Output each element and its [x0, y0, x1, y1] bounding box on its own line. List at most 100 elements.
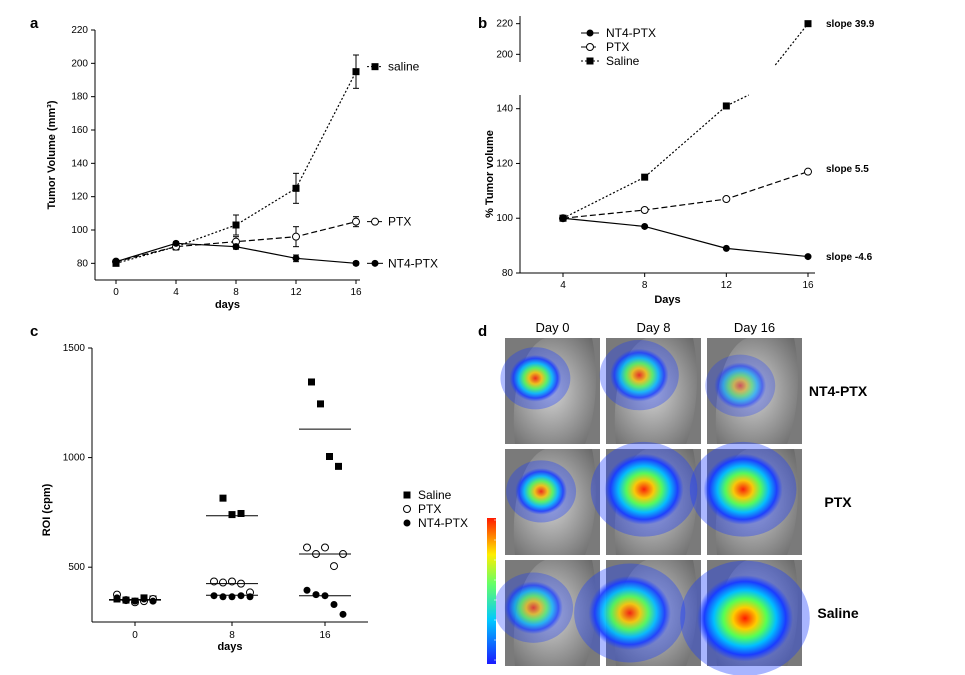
data-point-Saline [559, 214, 567, 222]
image-cell [680, 560, 810, 675]
row-label: Saline [817, 605, 858, 621]
y-tick-label: 120 [496, 158, 513, 169]
data-point-Saline [219, 494, 227, 502]
x-tick-label: 8 [229, 630, 235, 641]
signal-blob [504, 581, 563, 635]
legend-swatch-marker [586, 57, 594, 65]
data-point-PTX [722, 195, 731, 204]
panel-a: a 80 100 120 140 160 180 200 220 0 4 8 12 16 days Tumor… [30, 15, 438, 311]
data-point-NT4-PTX [352, 259, 360, 267]
data-point-NT4-PTX [219, 593, 227, 601]
panel-letter-d: d [478, 323, 487, 340]
x-tick-label: 16 [319, 630, 331, 641]
data-point-NT4-PTX [722, 244, 730, 252]
legend-swatch-marker [403, 491, 411, 499]
legend-swatch-marker [403, 519, 411, 527]
panel-letter-a: a [30, 15, 39, 32]
image-cell [574, 560, 701, 666]
signal-blob [714, 362, 767, 410]
data-point-NT4-PTX [312, 591, 320, 599]
legend-swatch-marker [586, 43, 594, 51]
data-point-Saline [228, 511, 236, 519]
x-tick-label: 0 [132, 630, 138, 641]
y-tick-label: 140 [496, 104, 513, 115]
slope-label-NT4-PTX: slope -4.6 [826, 252, 873, 263]
x-tick-label: 16 [802, 280, 814, 291]
signal-blob [703, 453, 783, 525]
x-tick-label: 4 [560, 280, 566, 291]
legend-label-NT4-PTX: NT4-PTX [418, 516, 468, 530]
y-tick-label: 500 [68, 562, 85, 573]
data-point-NT4-PTX [303, 586, 311, 594]
signal-blob [515, 468, 567, 515]
image-cell [705, 338, 802, 444]
y-axis-label: ROI (cpm) [41, 483, 53, 536]
data-point-PTX [352, 217, 360, 226]
legend-swatch-marker [371, 217, 379, 226]
signal-blob [697, 575, 793, 662]
data-point-Saline [641, 173, 649, 181]
x-tick-label: 12 [721, 280, 733, 291]
data-point-NT4-PTX [292, 254, 300, 262]
legend-label-saline: saline [388, 60, 420, 74]
data-point-NT4-PTX [112, 258, 120, 266]
data-point-PTX [219, 578, 227, 587]
x-tick-label: 12 [290, 287, 302, 298]
x-axis-label: Days [654, 294, 680, 306]
data-point-Saline [308, 378, 315, 386]
data-point-NT4-PTX [149, 597, 157, 605]
series-line-Saline [562, 23, 809, 219]
legend-label-NT4-PTX: NT4-PTX [606, 26, 656, 40]
x-tick-label: 8 [233, 287, 239, 298]
data-point-Saline [317, 400, 324, 408]
data-point-saline [292, 184, 300, 192]
legend-label-PTX: PTX [418, 502, 441, 516]
data-point-PTX [330, 562, 338, 571]
image-cell [493, 560, 600, 666]
y-tick-label: 1000 [63, 453, 86, 464]
image-cell [599, 338, 701, 444]
data-point-PTX [804, 167, 812, 176]
legend-label-PTX: PTX [388, 215, 411, 229]
x-axis-label: days [217, 641, 242, 653]
y-tick-label: 100 [496, 213, 513, 224]
data-point-NT4-PTX [131, 597, 139, 605]
y-tick-label: 180 [71, 92, 88, 103]
legend-label-NT4-PTX: NT4-PTX [388, 256, 438, 270]
legend-swatch-marker [371, 259, 379, 267]
x-tick-label: 4 [173, 287, 179, 298]
x-tick-label: 0 [113, 287, 119, 298]
data-point-NT4-PTX [339, 610, 347, 618]
data-point-NT4-PTX [140, 595, 148, 603]
legend-swatch-marker [371, 63, 379, 71]
x-axis-label: days [215, 299, 240, 311]
y-tick-label: 120 [71, 192, 88, 203]
data-point-saline [232, 221, 240, 229]
signal-blob [588, 575, 671, 651]
data-point-saline [352, 68, 360, 76]
y-axis-label: % Tumor volume [484, 130, 496, 218]
signal-blob [609, 348, 669, 402]
row-label: NT4-PTX [809, 383, 868, 399]
y-tick-label: 220 [71, 25, 88, 36]
data-point-PTX [292, 232, 300, 241]
panel-d: d Day 0 Day 8 Day 16 NT4-PTX PTX Saline [478, 320, 868, 675]
image-cell [590, 441, 701, 555]
series-line-PTX [562, 171, 809, 219]
column-title: Day 8 [637, 320, 671, 335]
legend-label-PTX: PTX [606, 40, 629, 54]
data-point-Saline [804, 20, 812, 28]
data-point-NT4-PTX [804, 253, 812, 261]
data-point-Saline [335, 462, 342, 470]
y-tick-label: 80 [502, 268, 514, 279]
panel-letter-c: c [30, 323, 38, 340]
data-point-NT4-PTX [232, 243, 240, 251]
data-point-NT4-PTX [641, 222, 649, 230]
data-point-PTX [640, 206, 649, 215]
y-tick-label: 1500 [63, 343, 86, 354]
y-tick-label: 160 [71, 125, 88, 136]
series-line-NT4-PTX [562, 217, 809, 258]
image-cell [500, 338, 600, 444]
legend-label-Saline: Saline [418, 488, 452, 502]
